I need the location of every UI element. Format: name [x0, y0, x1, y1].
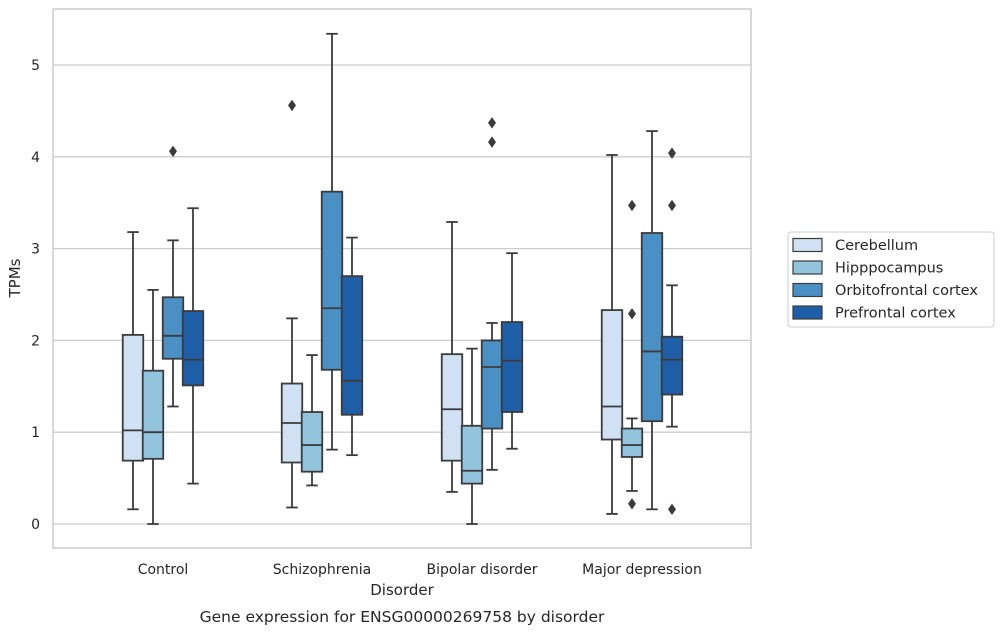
box	[660, 335, 684, 396]
box	[121, 333, 145, 462]
box	[640, 232, 664, 423]
y-tick-label: 0	[31, 517, 40, 533]
box-group	[440, 221, 464, 493]
legend-swatch	[792, 237, 823, 253]
legend-swatch	[792, 305, 823, 320]
y-axis-label: TPMs	[6, 258, 24, 298]
box-group	[480, 117, 504, 471]
box	[300, 411, 324, 473]
box	[440, 353, 464, 462]
box-group	[640, 130, 664, 511]
box	[500, 321, 524, 413]
x-tick-label: Major depression	[582, 562, 702, 578]
legend-label: Cerebellum	[835, 238, 918, 254]
legend-frame	[787, 231, 995, 328]
box	[600, 309, 624, 441]
x-tick-label: Schizophrenia	[273, 562, 371, 578]
box-group	[660, 147, 684, 516]
outlier-point	[288, 99, 296, 112]
legend-label: Orbitofrontal cortex	[835, 283, 978, 299]
legend-label: Hipppocampus	[835, 261, 943, 277]
outlier-point	[668, 147, 676, 159]
legend-swatch	[792, 282, 823, 298]
boxes	[121, 32, 684, 525]
box-group	[181, 207, 205, 485]
outlier-point	[668, 199, 676, 212]
y-tick-label: 5	[31, 58, 40, 74]
outlier-point	[488, 136, 496, 148]
box-group	[320, 32, 344, 451]
outlier-point	[628, 308, 636, 320]
outlier-point	[628, 498, 636, 510]
plot-frame	[52, 8, 752, 549]
box-group	[161, 145, 185, 408]
box	[181, 310, 205, 387]
x-tick-label: Control	[138, 562, 189, 578]
box-group	[340, 236, 364, 457]
chart-caption: Gene expression for ENSG00000269758 by d…	[200, 608, 605, 626]
x-axis-label: Disorder	[370, 581, 434, 599]
box-group	[300, 354, 324, 487]
y-tick-label: 2	[31, 333, 40, 349]
box	[141, 369, 165, 460]
box-group	[141, 289, 165, 525]
box-group	[600, 154, 624, 515]
y-tick-label: 1	[31, 425, 40, 441]
box-group	[620, 199, 644, 510]
x-axis-ticks: Control Schizophrenia Bipolar disorder Majo…	[138, 562, 702, 578]
box-group	[460, 347, 484, 525]
x-tick-label: Bipolar disorder	[426, 562, 537, 578]
outlier-point	[169, 145, 177, 157]
box	[161, 296, 185, 360]
box-group	[500, 252, 524, 450]
y-axis-ticks: 0 1 2 3 4 5	[31, 58, 40, 533]
outlier-point	[488, 117, 496, 129]
legend: Cerebellum Hipppocampus Orbitofrontal cort…	[787, 231, 995, 328]
y-tick-label: 3	[31, 242, 40, 258]
box	[460, 424, 484, 485]
box	[320, 190, 344, 371]
box	[480, 339, 504, 430]
box	[620, 427, 644, 458]
legend-label: Prefrontal cortex	[835, 306, 956, 322]
box-group	[280, 99, 304, 509]
box	[340, 275, 364, 416]
box-group	[121, 231, 145, 511]
outlier-point	[668, 503, 676, 516]
outlier-point	[628, 199, 636, 212]
y-tick-label: 4	[31, 150, 40, 166]
legend-swatch	[792, 260, 823, 275]
